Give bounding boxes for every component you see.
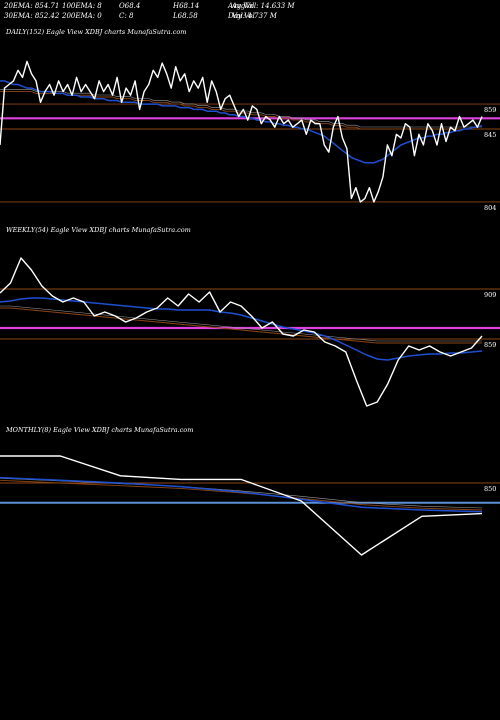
weekly-ema-slow-shadow-line — [0, 305, 482, 342]
header-avg-volume: AvgVol: 14.633 M — [232, 2, 295, 10]
weekly-price-line — [0, 257, 483, 407]
monthly-ema-slow-line — [0, 479, 483, 511]
header-close: C: 8 — [119, 12, 134, 20]
header-ema20: 20EMA: 854.71 — [4, 2, 60, 10]
header-day-vol-overlap: Day Vol — [228, 12, 255, 20]
weekly-ema-slow-line — [0, 307, 482, 344]
daily-ema-fast-line — [0, 80, 483, 164]
monthly-level-label-0: 850 — [484, 485, 496, 493]
header-ema200: 200EMA: 0 — [62, 12, 102, 20]
weekly-panel-title: WEEKLY(54) Eagle View XDBJ charts Munafa… — [6, 226, 191, 234]
header-day-volume: Vol: 4.737 M — [232, 12, 277, 20]
monthly-ema-fast-line — [0, 476, 483, 513]
header-avg-vol-overlap: Avg Vol — [228, 2, 255, 10]
daily-panel-title: DAILY(152) Eagle View XDBJ charts Munafa… — [6, 28, 187, 36]
header-ema100: 100EMA: 8 — [62, 2, 102, 10]
header-open: O68.4 — [119, 2, 141, 10]
daily-level-label-3: 804 — [484, 204, 496, 212]
daily-ema-slow-line — [0, 91, 482, 130]
daily-ema-slow-shadow-line — [0, 89, 482, 128]
monthly-price-line — [0, 455, 483, 556]
daily-level-label-2: 845 — [484, 131, 496, 139]
header-high: H68.14 — [173, 2, 200, 10]
header-low: L68.58 — [173, 12, 198, 20]
monthly-panel-title: MONTHLY(8) Eagle View XDBJ charts Munafa… — [6, 426, 194, 434]
daily-price-line — [0, 60, 483, 203]
weekly-ema-fast-line — [0, 297, 483, 361]
daily-level-label-0: 859 — [484, 106, 496, 114]
weekly-level-label-0: 909 — [484, 291, 496, 299]
header-ema30: 30EMA: 852.42 — [4, 12, 60, 20]
weekly-level-label-2: 859 — [484, 341, 496, 349]
